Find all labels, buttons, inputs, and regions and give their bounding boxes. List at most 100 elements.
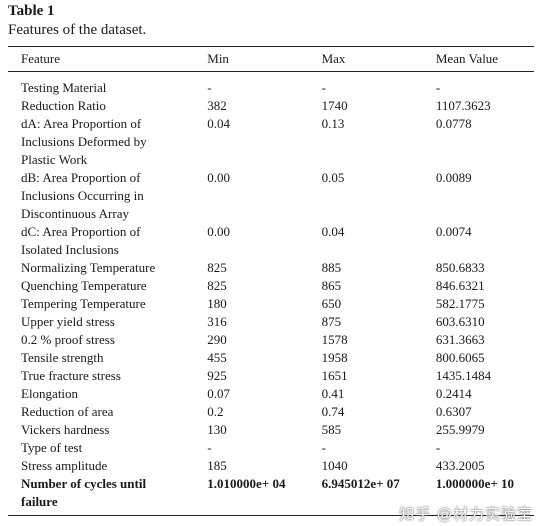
cell-max: 585 bbox=[321, 422, 342, 437]
cell-feature: dC: Area Proportion of Isolated Inclusion… bbox=[21, 224, 141, 257]
cell-max: 0.04 bbox=[321, 224, 345, 239]
table-row: dB: Area Proportion of Inclusions Occurri… bbox=[8, 169, 534, 223]
cell-mean: 603.6310 bbox=[435, 314, 485, 329]
cell-mean: 1107.3623 bbox=[435, 98, 491, 113]
table-row: Quenching Temperature 825 865 846.6321 bbox=[8, 277, 534, 295]
cell-max: 885 bbox=[321, 260, 342, 275]
cell-min: 455 bbox=[207, 350, 227, 365]
dataset-features-table: Feature Min Max Mean Value Testing Mater… bbox=[8, 47, 534, 511]
cell-min: 0.00 bbox=[207, 224, 231, 239]
cell-feature: Reduction of area bbox=[21, 404, 114, 419]
cell-feature: Type of test bbox=[21, 440, 83, 455]
cell-feature: dB: Area Proportion of Inclusions Occurri… bbox=[21, 170, 144, 221]
cell-max: 865 bbox=[321, 278, 342, 293]
cell-min: - bbox=[207, 80, 212, 95]
cell-feature: Quenching Temperature bbox=[21, 278, 147, 293]
cell-mean: - bbox=[435, 80, 441, 95]
cell-max: 1958 bbox=[321, 350, 348, 365]
cell-feature: 0.2 % proof stress bbox=[21, 332, 115, 347]
cell-max: 875 bbox=[321, 314, 342, 329]
cell-min: 0.07 bbox=[207, 386, 231, 401]
table-row: Testing Material - - - bbox=[8, 71, 534, 97]
cell-min: 382 bbox=[207, 98, 227, 113]
table-row: Tempering Temperature 180 650 582.1775 bbox=[8, 295, 534, 313]
cell-mean: 0.2414 bbox=[435, 386, 472, 401]
cell-max: 0.41 bbox=[321, 386, 345, 401]
cell-min: 0.00 bbox=[207, 170, 231, 185]
table-body: Testing Material - - - Reduction Ratio 382 174… bbox=[8, 71, 534, 511]
cell-mean: 0.0074 bbox=[435, 224, 472, 239]
table-caption: Features of the dataset. bbox=[8, 22, 147, 38]
table-row: True fracture stress 925 1651 1435.1484 bbox=[8, 367, 534, 385]
column-header-max: Max bbox=[321, 51, 346, 66]
cell-mean: 0.6307 bbox=[435, 404, 472, 419]
table-row: Type of test - - - bbox=[8, 439, 534, 457]
watermark: 知乎 @材力实验室 bbox=[399, 505, 533, 523]
cell-mean: 846.6321 bbox=[435, 278, 485, 293]
cell-max: - bbox=[321, 80, 326, 95]
cell-mean: 255.9979 bbox=[435, 422, 485, 437]
cell-min: 925 bbox=[207, 368, 227, 383]
header-rule bbox=[8, 71, 534, 72]
cell-feature: Testing Material bbox=[21, 80, 107, 95]
cell-max: 1651 bbox=[321, 368, 348, 383]
cell-mean: 850.6833 bbox=[435, 260, 485, 275]
cell-feature: Reduction Ratio bbox=[21, 98, 106, 113]
table-row: Tensile strength 455 1958 800.6065 bbox=[8, 349, 534, 367]
cell-max: 0.13 bbox=[321, 116, 345, 131]
cell-mean: 0.0089 bbox=[435, 170, 472, 185]
cell-mean: 433.2005 bbox=[435, 458, 485, 473]
cell-mean: 800.6065 bbox=[435, 350, 485, 365]
column-header-min: Min bbox=[207, 51, 229, 66]
cell-min: 825 bbox=[207, 260, 227, 275]
cell-max: 6.945012e+ 07 bbox=[321, 476, 400, 491]
cell-max: 1040 bbox=[321, 458, 348, 473]
cell-max: 0.74 bbox=[321, 404, 345, 419]
column-header-mean: Mean Value bbox=[435, 51, 499, 66]
cell-mean: 1435.1484 bbox=[435, 368, 492, 383]
cell-feature: True fracture stress bbox=[21, 368, 121, 383]
cell-feature: Tensile strength bbox=[21, 350, 104, 365]
cell-max: 1740 bbox=[321, 98, 348, 113]
bottom-rule bbox=[8, 515, 534, 516]
cell-max: 1578 bbox=[321, 332, 348, 347]
cell-min: 1.010000e+ 04 bbox=[207, 476, 286, 491]
cell-feature: Number of cycles until failure bbox=[21, 476, 147, 509]
cell-feature: Elongation bbox=[21, 386, 79, 401]
table-row: Normalizing Temperature 825 885 850.6833 bbox=[8, 259, 534, 277]
cell-feature: Tempering Temperature bbox=[21, 296, 146, 311]
cell-min: 0.04 bbox=[207, 116, 231, 131]
top-rule bbox=[8, 46, 534, 47]
cell-min: 0.2 bbox=[207, 404, 224, 419]
table-label: Table 1 bbox=[8, 3, 55, 19]
column-header-feature: Feature bbox=[21, 51, 60, 66]
cell-max: 0.05 bbox=[321, 170, 345, 185]
cell-min: 290 bbox=[207, 332, 227, 347]
header-row: Feature Min Max Mean Value bbox=[8, 47, 534, 71]
cell-min: 316 bbox=[207, 314, 227, 329]
cell-max: 650 bbox=[321, 296, 342, 311]
cell-mean: 1.000000e+ 10 bbox=[435, 476, 515, 491]
cell-mean: 631.3663 bbox=[435, 332, 485, 347]
cell-mean: - bbox=[435, 440, 441, 455]
cell-feature: Vickers hardness bbox=[21, 422, 110, 437]
table-row: Reduction of area 0.2 0.74 0.6307 bbox=[8, 403, 534, 421]
cell-feature: dA: Area Proportion of Inclusions Deforme… bbox=[21, 116, 147, 167]
cell-min: - bbox=[207, 440, 212, 455]
table-row: 0.2 % proof stress 290 1578 631.3663 bbox=[8, 331, 534, 349]
cell-max: - bbox=[321, 440, 326, 455]
cell-min: 825 bbox=[207, 278, 227, 293]
cell-feature: Upper yield stress bbox=[21, 314, 115, 329]
table-row: Number of cycles until failure 1.010000e+ … bbox=[8, 475, 534, 511]
table-row: Upper yield stress 316 875 603.6310 bbox=[8, 313, 534, 331]
cell-feature: Stress amplitude bbox=[21, 458, 108, 473]
table-row: Stress amplitude 185 1040 433.2005 bbox=[8, 457, 534, 475]
cell-mean: 582.1775 bbox=[435, 296, 485, 311]
cell-mean: 0.0778 bbox=[435, 116, 472, 131]
cell-min: 185 bbox=[207, 458, 227, 473]
cell-feature: Normalizing Temperature bbox=[21, 260, 156, 275]
cell-min: 130 bbox=[207, 422, 227, 437]
cell-min: 180 bbox=[207, 296, 227, 311]
table-row: Reduction Ratio 382 1740 1107.3623 bbox=[8, 97, 534, 115]
